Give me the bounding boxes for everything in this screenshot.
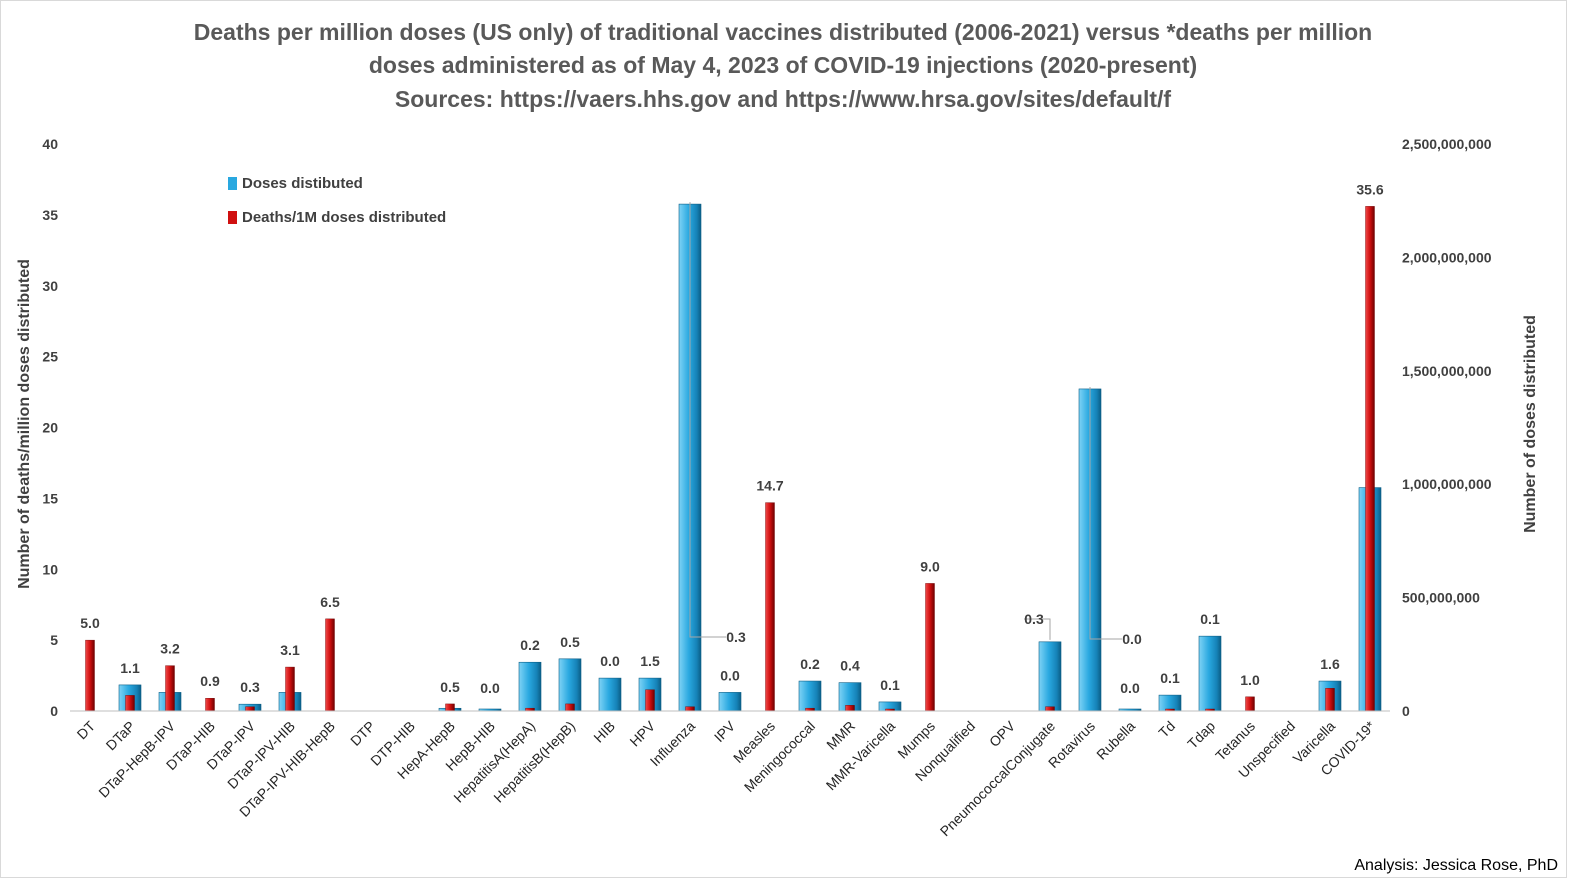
left-tick-label: 40 bbox=[42, 136, 58, 152]
left-axis-ticks: 0 5 10 15 20 25 30 35 40 bbox=[42, 136, 58, 719]
title-line-1: Deaths per million doses (US only) of tr… bbox=[194, 19, 1372, 45]
data-label-4: 0.3 bbox=[240, 679, 260, 695]
data-label-9: 0.5 bbox=[440, 679, 460, 695]
right-tick-label: 0 bbox=[1402, 703, 1410, 719]
doses-bar-27 bbox=[1158, 694, 1182, 712]
data-label-14: 1.5 bbox=[640, 653, 660, 669]
leader-lines bbox=[689, 202, 1122, 640]
right-axis-ticks: 0 500,000,000 1,000,000,000 1,500,000,000 2,… bbox=[1402, 136, 1492, 719]
data-label-3: 0.9 bbox=[200, 673, 220, 689]
legend: Doses distibuted Deaths/1M doses distrib… bbox=[228, 175, 446, 226]
data-label-21: 9.0 bbox=[920, 558, 940, 574]
right-tick-label: 1,500,000,000 bbox=[1402, 363, 1492, 379]
title-line-2: doses administered as of May 4, 2023 of … bbox=[369, 52, 1197, 78]
left-tick-label: 5 bbox=[50, 632, 58, 648]
deaths-bar-21 bbox=[925, 583, 935, 712]
data-labels: 5.0 1.1 3.2 0.9 0.3 3.1 6.5 0.5 0.0 0.2 0.5 0.0 1.5 0… bbox=[80, 181, 1384, 696]
right-tick-label: 2,000,000,000 bbox=[1402, 249, 1492, 265]
data-label-16: 0.0 bbox=[720, 667, 740, 683]
doses-bar-12 bbox=[558, 658, 582, 712]
title-line-3: Sources: https://vaers.hhs.gov and https… bbox=[395, 86, 1172, 112]
data-label-26: 0.0 bbox=[1120, 680, 1140, 696]
deaths-bar-5 bbox=[285, 666, 295, 712]
data-label-31: 1.6 bbox=[1320, 656, 1340, 672]
data-label-27: 0.1 bbox=[1160, 670, 1180, 686]
left-tick-label: 10 bbox=[42, 561, 58, 577]
legend-item-doses: Doses distibuted bbox=[228, 175, 363, 192]
deaths-bar-0 bbox=[85, 639, 95, 712]
deaths-bar-15 bbox=[685, 706, 695, 712]
leader-line-24 bbox=[1024, 618, 1051, 640]
left-tick-label: 35 bbox=[42, 207, 58, 223]
doses-bar-18 bbox=[798, 680, 822, 712]
doses-bar-16 bbox=[718, 692, 742, 712]
data-label-2: 3.2 bbox=[160, 641, 180, 657]
data-label-17: 14.7 bbox=[756, 478, 783, 494]
legend-label-deaths: Deaths/1M doses distributed bbox=[242, 209, 446, 226]
data-label-10: 0.0 bbox=[480, 680, 500, 696]
chart-title: Deaths per million doses (US only) of tr… bbox=[194, 19, 1372, 112]
data-label-28: 0.1 bbox=[1200, 611, 1220, 627]
doses-bar-11 bbox=[518, 661, 542, 712]
data-label-5: 3.1 bbox=[280, 642, 300, 658]
left-tick-label: 15 bbox=[42, 490, 58, 506]
deaths-bar-17 bbox=[765, 502, 775, 712]
analysis-credit: Analysis: Jessica Rose, PhD bbox=[1354, 857, 1558, 874]
left-axis-title: Number of deaths/million doses distribut… bbox=[16, 259, 33, 589]
right-tick-label: 1,000,000,000 bbox=[1402, 476, 1492, 492]
data-label-19: 0.4 bbox=[840, 658, 860, 674]
legend-swatch-doses bbox=[228, 177, 237, 190]
leader-line-25 bbox=[1089, 386, 1122, 640]
data-label-6: 6.5 bbox=[320, 594, 340, 610]
deaths-bar-29 bbox=[1245, 696, 1255, 712]
deaths-bar-32 bbox=[1365, 206, 1375, 712]
data-label-24: 0.3 bbox=[1024, 611, 1044, 627]
doses-bar-28 bbox=[1198, 635, 1222, 712]
deaths-bar-2 bbox=[165, 665, 175, 712]
deaths-bar-4 bbox=[245, 706, 255, 712]
data-label-29: 1.0 bbox=[1240, 672, 1260, 688]
right-tick-label: 2,500,000,000 bbox=[1402, 136, 1492, 152]
doses-bar-13 bbox=[598, 677, 622, 712]
left-tick-label: 25 bbox=[42, 349, 58, 365]
leader-line-15 bbox=[689, 202, 726, 638]
deaths-bar-12 bbox=[565, 703, 575, 712]
legend-item-deaths: Deaths/1M doses distributed bbox=[228, 209, 446, 226]
data-label-25: 0.0 bbox=[1122, 631, 1142, 647]
data-label-13: 0.0 bbox=[600, 653, 620, 669]
right-tick-label: 500,000,000 bbox=[1402, 590, 1480, 606]
data-label-0: 5.0 bbox=[80, 615, 100, 631]
data-label-15: 0.3 bbox=[726, 629, 746, 645]
data-label-20: 0.1 bbox=[880, 677, 900, 693]
legend-swatch-deaths bbox=[228, 211, 237, 224]
deaths-bar-19 bbox=[845, 705, 855, 712]
deaths-bar-6 bbox=[325, 618, 335, 712]
data-label-11: 0.2 bbox=[520, 637, 540, 653]
deaths-bar-24 bbox=[1045, 706, 1055, 712]
data-label-12: 0.5 bbox=[560, 634, 580, 650]
left-tick-label: 20 bbox=[42, 420, 58, 436]
doses-bar-24 bbox=[1038, 641, 1062, 712]
deaths-bar-9 bbox=[445, 703, 455, 712]
data-label-18: 0.2 bbox=[800, 656, 820, 672]
right-axis-title: Number of doses distributed bbox=[1522, 315, 1539, 533]
left-tick-label: 0 bbox=[50, 703, 58, 719]
data-label-1: 1.1 bbox=[120, 660, 140, 676]
data-label-32: 35.6 bbox=[1356, 181, 1383, 197]
deaths-bar-31 bbox=[1325, 688, 1335, 712]
legend-label-doses: Doses distibuted bbox=[242, 175, 363, 192]
deaths-bar-1 bbox=[125, 695, 135, 712]
deaths-bar-3 bbox=[205, 698, 215, 712]
deaths-bar-14 bbox=[645, 689, 655, 712]
left-tick-label: 30 bbox=[42, 278, 58, 294]
